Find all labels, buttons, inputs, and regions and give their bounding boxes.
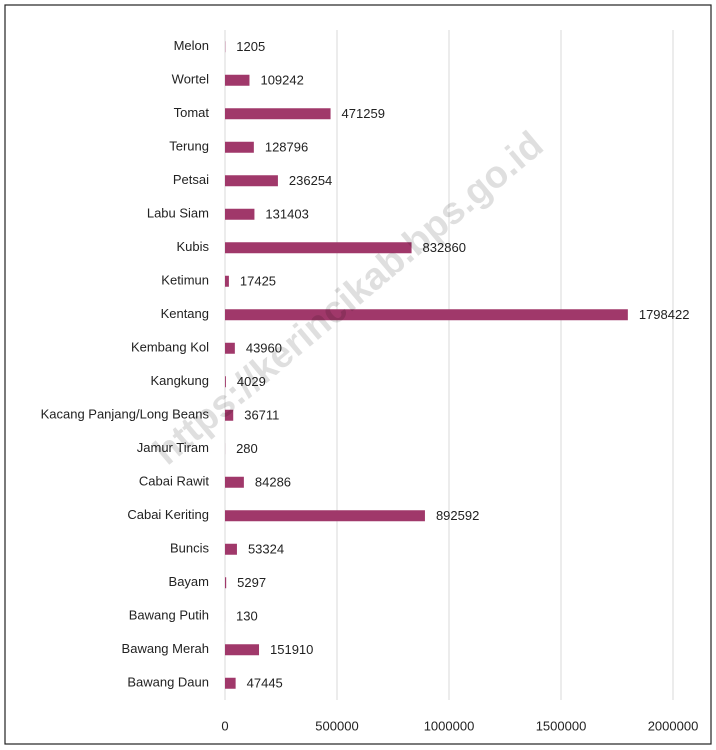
bar: [225, 543, 237, 555]
bar: [225, 242, 412, 254]
y-tick-label: Terung: [169, 139, 209, 154]
y-tick-label: Bawang Daun: [127, 675, 209, 690]
data-label: 47445: [247, 676, 283, 691]
bar: [225, 108, 331, 120]
data-label: 4029: [237, 374, 266, 389]
bar: [225, 141, 254, 153]
bar: [225, 175, 278, 187]
y-tick-label: Kacang Panjang/Long Beans: [41, 407, 210, 422]
y-tick-label: Bawang Putih: [129, 608, 209, 623]
data-label: 1205: [236, 39, 265, 54]
y-tick-label: Cabai Keriting: [127, 507, 209, 522]
bar: [225, 409, 234, 421]
bar: [225, 309, 628, 321]
bar: [225, 342, 235, 354]
data-label: 36711: [244, 408, 279, 423]
bar: [225, 577, 227, 589]
data-label: 280: [236, 441, 258, 456]
data-label: 53324: [248, 542, 284, 557]
data-label: 471259: [342, 106, 385, 121]
data-label: 17425: [240, 274, 276, 289]
bar: [225, 677, 236, 689]
y-tick-label: Tomat: [174, 105, 210, 120]
data-label: 109242: [260, 73, 303, 88]
data-label: 1798422: [639, 307, 690, 322]
data-label: 5297: [237, 575, 266, 590]
y-tick-label: Labu Siam: [147, 206, 209, 221]
data-label: 151910: [270, 642, 313, 657]
y-tick-label: Cabai Rawit: [139, 474, 209, 489]
x-tick-label: 1000000: [424, 718, 475, 733]
y-tick-label: Kangkung: [150, 373, 209, 388]
grid-layer: [224, 30, 674, 700]
bar: [225, 74, 250, 86]
data-label: 236254: [289, 173, 332, 188]
y-tick-label: Bayam: [169, 574, 209, 589]
y-tick-label: Bawang Merah: [122, 641, 209, 656]
y-tick-label: Petsai: [173, 172, 209, 187]
x-tick-label: 500000: [315, 718, 358, 733]
data-label: 84286: [255, 475, 291, 490]
data-label: 131403: [265, 207, 308, 222]
y-tick-label: Jamur Tiram: [137, 440, 209, 455]
data-label: 128796: [265, 140, 308, 155]
data-label: 832860: [423, 240, 466, 255]
y-tick-label: Kembang Kol: [131, 340, 209, 355]
y-tick-label: Buncis: [170, 541, 210, 556]
bar: [225, 208, 255, 220]
y-tick-label: Melon: [174, 38, 209, 53]
x-tick-label: 0: [221, 718, 228, 733]
bar: [225, 476, 244, 488]
y-tick-label: Kentang: [161, 306, 209, 321]
data-label: 130: [236, 609, 258, 624]
y-tick-label: Wortel: [172, 72, 209, 87]
y-tick-label: Ketimun: [161, 273, 209, 288]
data-label: 43960: [246, 341, 282, 356]
bar: [225, 510, 425, 522]
bar: [225, 644, 260, 656]
bar: [225, 376, 226, 388]
data-label: 892592: [436, 508, 479, 523]
bar: [225, 275, 229, 287]
chart-frame: [4, 4, 712, 745]
x-tick-label: 2000000: [648, 718, 699, 733]
y-tick-label: Kubis: [176, 239, 209, 254]
x-tick-label: 1500000: [536, 718, 587, 733]
